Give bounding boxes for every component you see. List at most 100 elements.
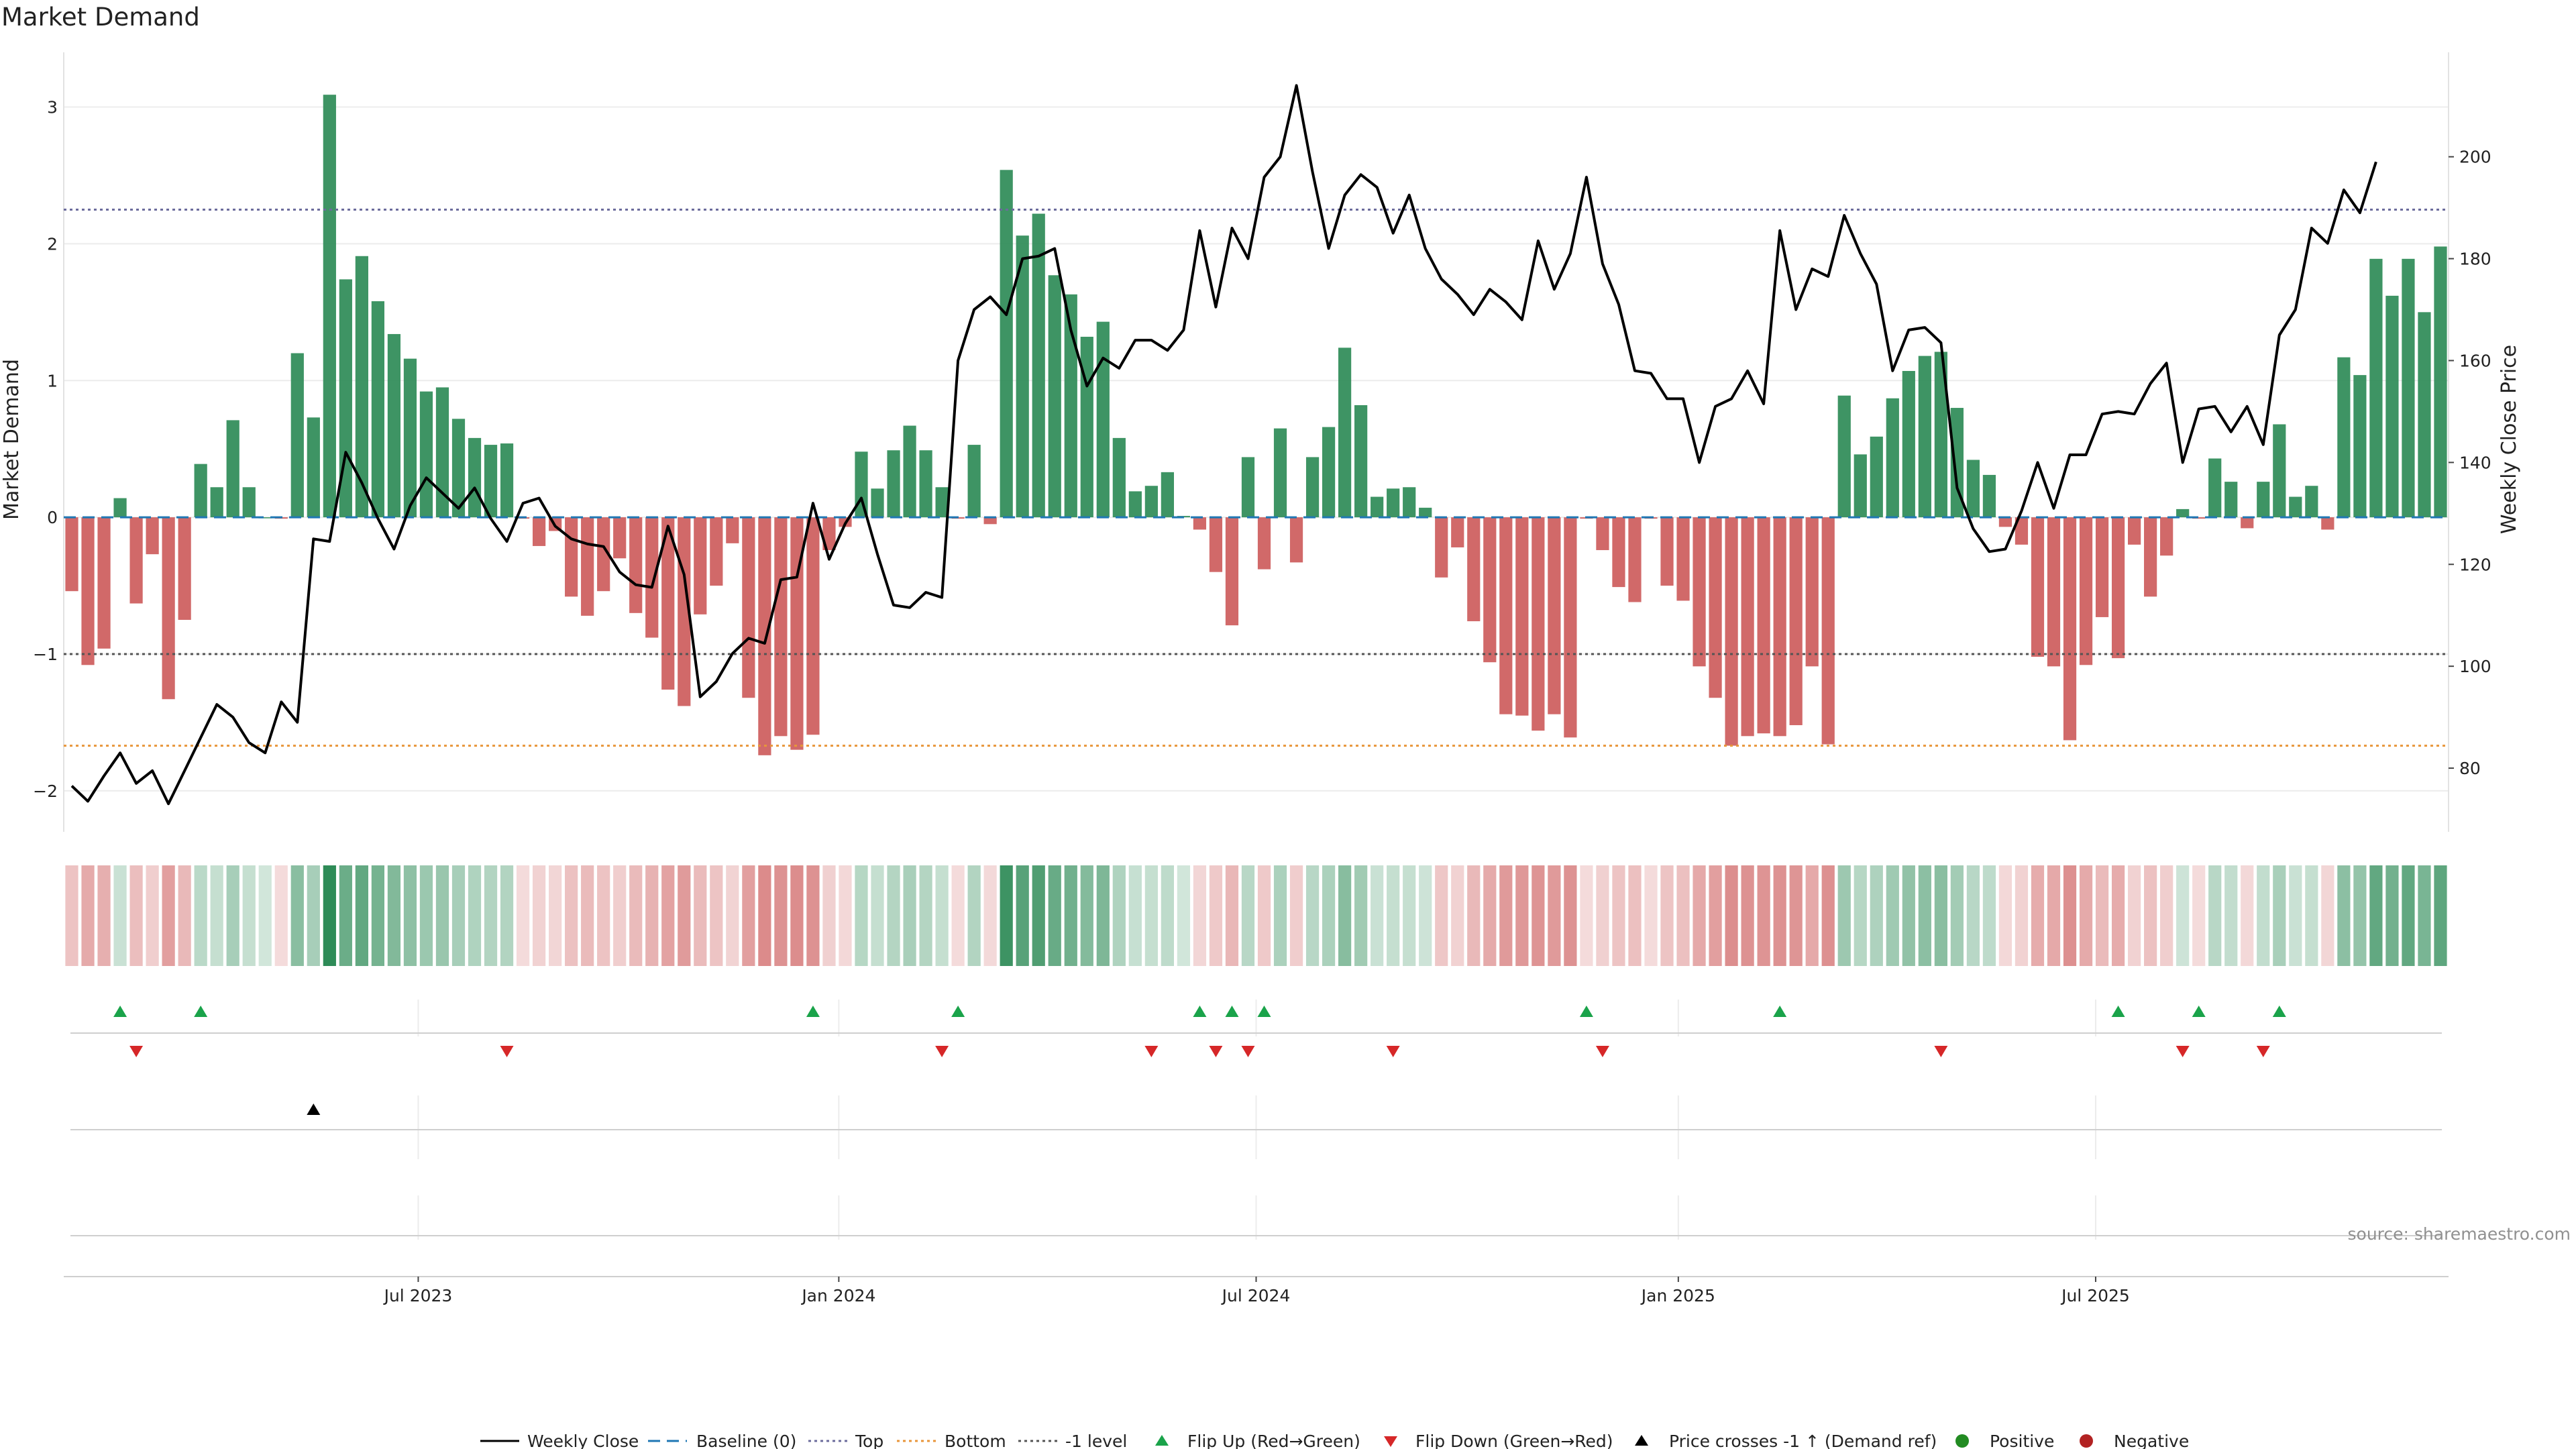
strip-cell-negative — [822, 865, 836, 966]
demand-bar-negative — [565, 517, 578, 597]
y2-tick-label: 160 — [2459, 351, 2491, 370]
flip-up-marker — [194, 1006, 208, 1017]
demand-bar-positive — [2305, 486, 2318, 518]
strip-cell-positive — [1837, 865, 1851, 966]
demand-bar-positive — [871, 488, 884, 518]
strip-cell-positive — [226, 865, 239, 966]
strip-cell-positive — [484, 865, 498, 966]
strip-cell-positive — [242, 865, 256, 966]
strip-cell-negative — [694, 865, 707, 966]
strip-cell-negative — [726, 865, 739, 966]
flip-up-marker — [1225, 1006, 1239, 1017]
strip-cell-positive — [339, 865, 352, 966]
demand-bar-positive — [290, 353, 304, 518]
demand-bar-positive — [2257, 482, 2270, 518]
strip-cell-negative — [2127, 865, 2141, 966]
strip-cell-negative — [97, 865, 111, 966]
strip-cell-positive — [2305, 865, 2318, 966]
svg-text:Flip Down (Green→Red): Flip Down (Green→Red) — [1415, 1432, 1613, 1449]
demand-bar-negative — [2031, 517, 2045, 657]
demand-bar-positive — [1403, 487, 1416, 518]
strip-cell-positive — [1048, 865, 1061, 966]
strip-cell-negative — [1644, 865, 1658, 966]
strip-cell-positive — [1966, 865, 1980, 966]
x-tick-label: Jul 2023 — [383, 1286, 453, 1305]
demand-bar-negative — [629, 517, 643, 613]
demand-bar-positive — [2273, 424, 2286, 518]
demand-bar-positive — [903, 425, 916, 518]
demand-bar-negative — [81, 517, 95, 665]
strip-cell-positive — [2402, 865, 2415, 966]
demand-bar-positive — [887, 450, 900, 518]
strip-cell-positive — [2337, 865, 2351, 966]
demand-bar-positive — [1064, 294, 1077, 518]
svg-text:Flip Up (Red→Green): Flip Up (Red→Green) — [1187, 1432, 1360, 1449]
svg-text:Negative: Negative — [2114, 1432, 2189, 1449]
demand-bar-negative — [1789, 517, 1803, 725]
strip-cell-negative — [790, 865, 804, 966]
legend-top: Top — [808, 1432, 883, 1449]
demand-bar-negative — [1564, 517, 1577, 738]
strip-cell-positive — [113, 865, 127, 966]
strip-cell-positive — [1096, 865, 1110, 966]
strip-cell-negative — [613, 865, 627, 966]
strip-cell-negative — [1998, 865, 2012, 966]
demand-bar-positive — [2208, 458, 2222, 518]
strip-cell-negative — [774, 865, 788, 966]
strip-cell-negative — [65, 865, 78, 966]
demand-bar-positive — [323, 95, 336, 518]
y2-tick-label: 120 — [2459, 555, 2491, 574]
strip-cell-positive — [2257, 865, 2270, 966]
flip-up-marker — [1579, 1006, 1593, 1017]
demand-bar-negative — [613, 517, 627, 559]
demand-bar-positive — [1032, 213, 1045, 518]
svg-text:Bottom: Bottom — [945, 1432, 1006, 1449]
strip-cell-positive — [1419, 865, 1432, 966]
strip-cell-positive — [1918, 865, 1931, 966]
demand-bar-positive — [1371, 496, 1384, 518]
strip-cell-negative — [1773, 865, 1786, 966]
demand-bar-negative — [2321, 517, 2334, 530]
demand-bar-positive — [2224, 482, 2238, 518]
strip-cell-positive — [468, 865, 482, 966]
strip-cell-positive — [2434, 865, 2447, 966]
strip-cell-positive — [935, 865, 949, 966]
strip-cell-positive — [1144, 865, 1158, 966]
strip-cell-positive — [419, 865, 433, 966]
strip-cell-negative — [146, 865, 159, 966]
legend-flip-up: Flip Up (Red→Green) — [1155, 1432, 1360, 1449]
demand-bar-negative — [758, 517, 771, 755]
demand-bar-positive — [194, 464, 207, 518]
strip-cell-negative — [1209, 865, 1223, 966]
demand-bar-negative — [1451, 517, 1464, 547]
strip-cell-negative — [162, 865, 175, 966]
y2-tick-label: 200 — [2459, 148, 2491, 167]
strip-cell-negative — [645, 865, 659, 966]
demand-bar-negative — [581, 517, 594, 616]
demand-bar-positive — [2434, 246, 2447, 518]
demand-bar-positive — [500, 443, 514, 518]
svg-text:-1 level: -1 level — [1065, 1432, 1127, 1449]
demand-bar-positive — [419, 391, 433, 518]
legend-price-cross: Price crosses -1 ↑ (Demand ref) — [1635, 1432, 1937, 1449]
strip-cell-positive — [1870, 865, 1883, 966]
y2-tick-labels: 80 100 120 140 160 180 200 — [2449, 148, 2491, 778]
strip-cell-positive — [1064, 865, 1077, 966]
y-tick-label: 1 — [47, 371, 58, 390]
demand-bar-positive — [1161, 472, 1174, 518]
strip-cell-negative — [1805, 865, 1819, 966]
strip-cell-positive — [1934, 865, 1947, 966]
demand-bar-negative — [1821, 517, 1835, 745]
x-tick-label: Jul 2024 — [1221, 1286, 1291, 1305]
demand-bar-positive — [371, 301, 385, 518]
strip-cell-negative — [758, 865, 771, 966]
demand-bar-negative — [645, 517, 659, 638]
price-cross-marker — [307, 1104, 321, 1115]
demand-bar-positive — [1112, 437, 1126, 518]
strip-cell-negative — [129, 865, 143, 966]
strip-cell-negative — [1580, 865, 1593, 966]
strip-cell-negative — [629, 865, 643, 966]
x-tick-label: Jul 2025 — [2060, 1286, 2130, 1305]
legend-baseline: Baseline (0) — [648, 1432, 796, 1449]
strip-cell-negative — [2111, 865, 2125, 966]
